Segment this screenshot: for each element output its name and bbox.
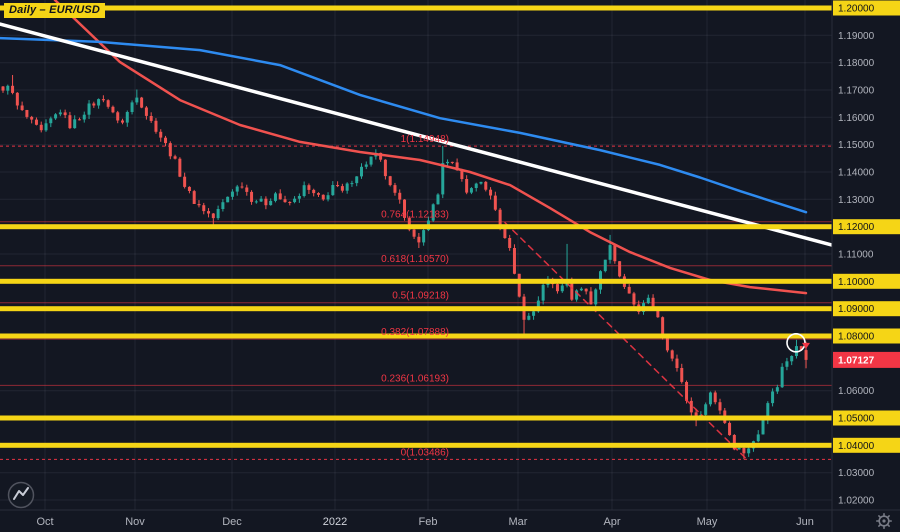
svg-text:1.08000: 1.08000 — [838, 332, 875, 343]
svg-text:Mar: Mar — [509, 516, 528, 528]
svg-text:Apr: Apr — [603, 516, 620, 528]
svg-text:0.236(1.06193): 0.236(1.06193) — [381, 373, 449, 384]
svg-text:1.16000: 1.16000 — [838, 113, 875, 124]
svg-text:1.03000: 1.03000 — [838, 468, 875, 479]
svg-text:1.05000: 1.05000 — [838, 414, 875, 425]
settings-gear-icon[interactable] — [875, 512, 893, 530]
svg-text:1.14000: 1.14000 — [838, 168, 875, 179]
price-scale[interactable]: 1.20000 1.19000 1.18000 1.17000 1.16000 1.150… — [833, 0, 900, 507]
sell-arrow-marker — [802, 342, 810, 349]
time-scale[interactable]: Oct Nov Dec 2022 Feb Mar Apr May Jun — [36, 516, 813, 528]
fib-labels: 1(1.14948) 0.764(1.12183) 0.618(1.10570) 0.… — [381, 134, 449, 458]
svg-text:0(1.03486): 0(1.03486) — [401, 447, 449, 458]
svg-text:1.17000: 1.17000 — [838, 86, 875, 97]
svg-text:1.20000: 1.20000 — [838, 4, 875, 15]
svg-text:1.10000: 1.10000 — [838, 277, 875, 288]
svg-text:1.06000: 1.06000 — [838, 386, 875, 397]
dashed-trendline[interactable] — [504, 221, 749, 462]
svg-text:1.13000: 1.13000 — [838, 195, 875, 206]
svg-text:1.15000: 1.15000 — [838, 140, 875, 151]
svg-text:1.12000: 1.12000 — [838, 222, 875, 233]
svg-text:1.11000: 1.11000 — [838, 250, 874, 261]
svg-text:1.02000: 1.02000 — [838, 496, 875, 507]
svg-text:0.5(1.09218): 0.5(1.09218) — [392, 291, 449, 302]
tv-logo-glyph — [13, 487, 29, 500]
svg-text:1.04000: 1.04000 — [838, 441, 875, 452]
svg-text:0.764(1.12183): 0.764(1.12183) — [381, 210, 449, 221]
key-level-bands[interactable] — [0, 5, 832, 448]
svg-text:May: May — [697, 516, 718, 528]
svg-text:1(1.14948): 1(1.14948) — [401, 134, 449, 145]
svg-text:1.18000: 1.18000 — [838, 58, 875, 69]
svg-text:Feb: Feb — [419, 516, 438, 528]
tradingview-logo[interactable] — [7, 481, 35, 509]
chart-title: Daily – EUR/USD — [4, 3, 106, 18]
svg-text:2022: 2022 — [323, 516, 347, 528]
svg-text:1.09000: 1.09000 — [838, 304, 875, 315]
white-trendline[interactable] — [0, 22, 832, 247]
svg-text:0.382(1.07888): 0.382(1.07888) — [381, 327, 449, 338]
highlight-circle-marker[interactable] — [786, 332, 806, 353]
fib-retracement[interactable] — [0, 145, 832, 460]
moving-average-red[interactable] — [53, 0, 808, 295]
svg-text:Jun: Jun — [796, 516, 814, 528]
svg-text:0.618(1.10570): 0.618(1.10570) — [381, 254, 449, 265]
last-price-label: 1.07127 — [833, 351, 900, 368]
moving-average-blue[interactable] — [0, 36, 808, 214]
svg-text:Nov: Nov — [125, 516, 145, 528]
svg-text:1.19000: 1.19000 — [838, 31, 875, 42]
svg-text:Oct: Oct — [36, 516, 53, 528]
svg-text:Dec: Dec — [222, 516, 242, 528]
svg-text:1.07127: 1.07127 — [838, 355, 875, 366]
